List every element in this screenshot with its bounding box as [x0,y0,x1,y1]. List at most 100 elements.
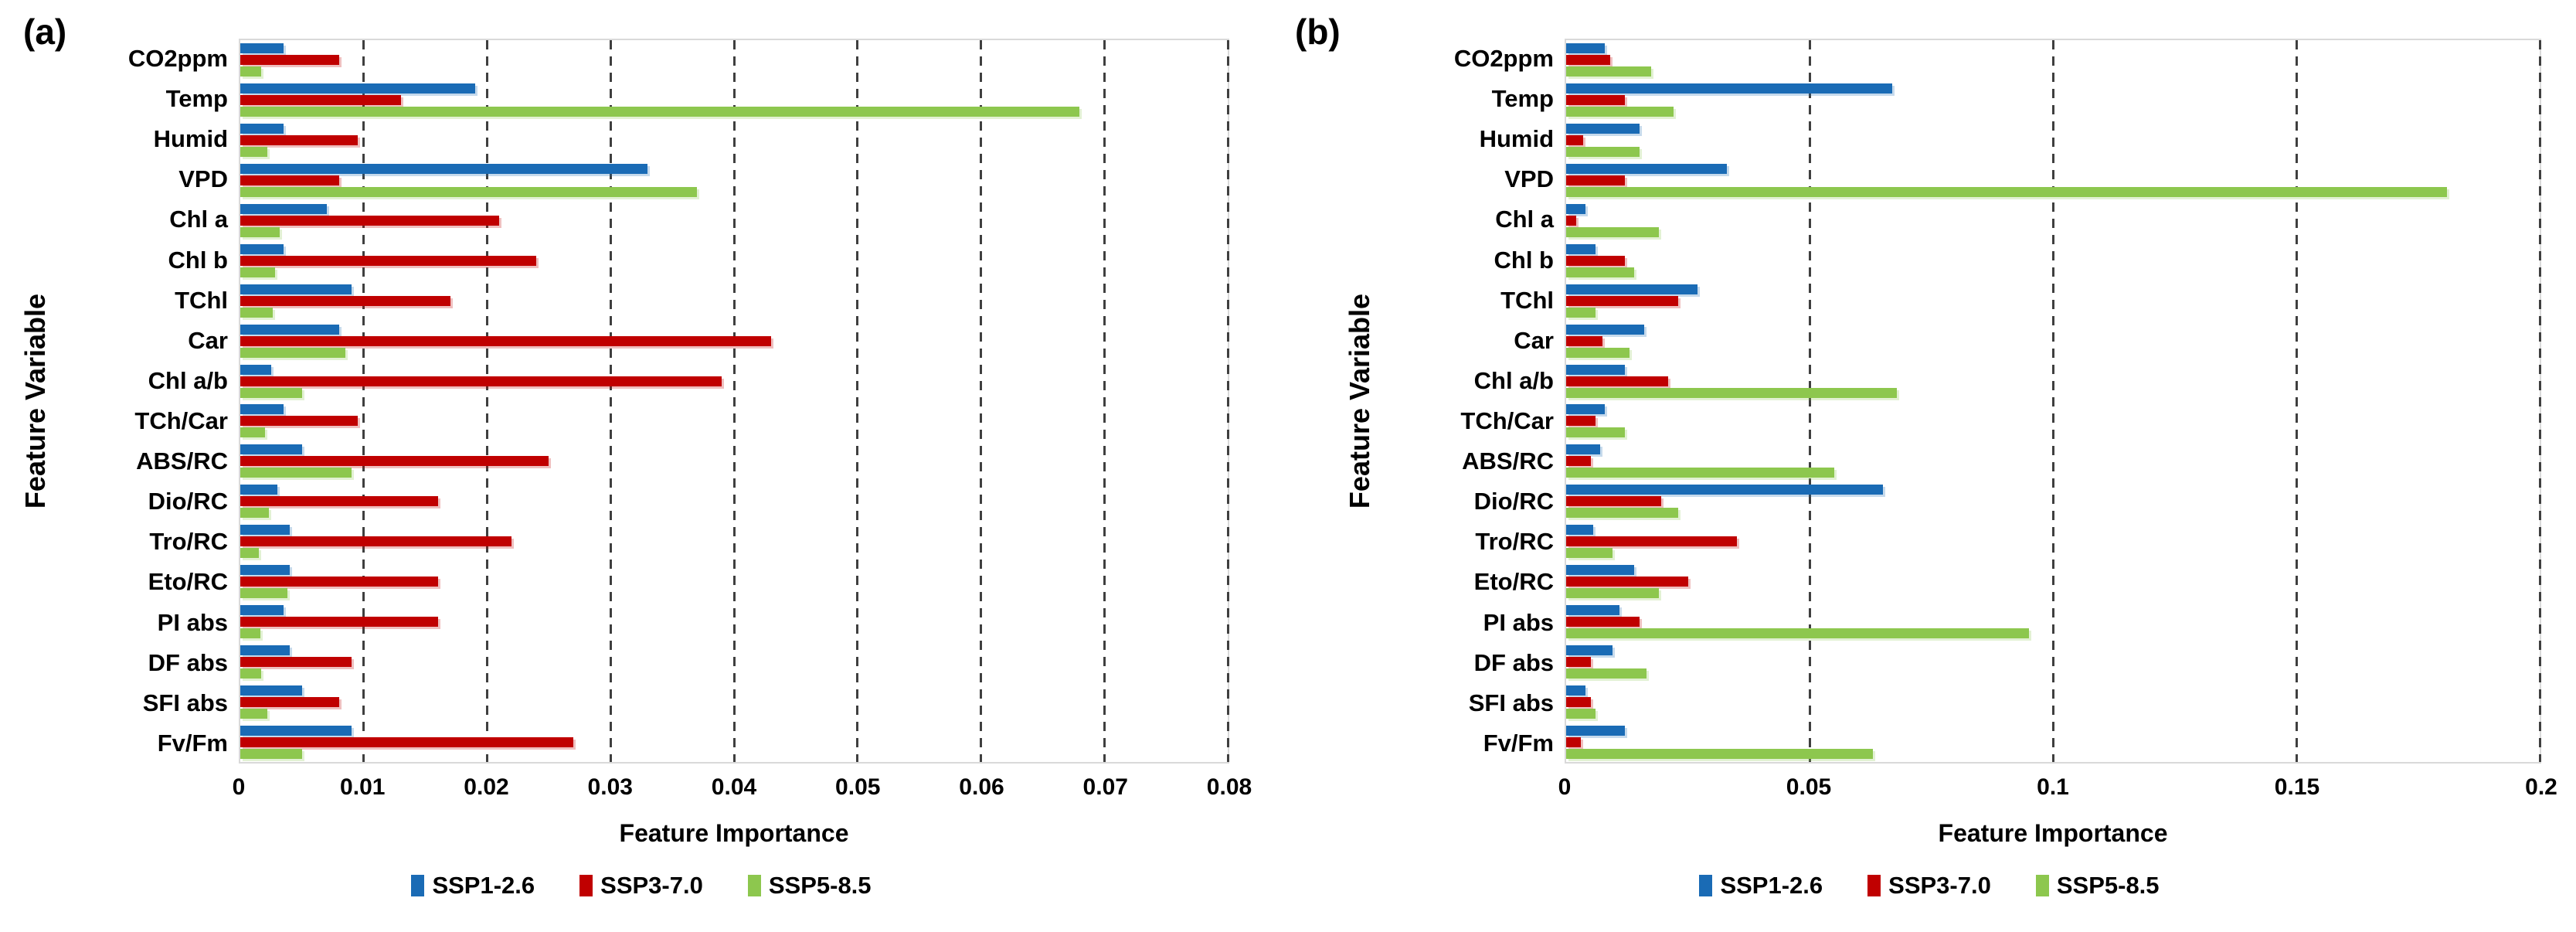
legend-swatch-icon [579,875,593,896]
category-label-TCh/Car: TCh/Car [1460,407,1554,435]
bar-SSP3-7.0 [1566,496,1661,507]
bar-SSP1-2.6 [240,164,648,175]
category-label-TChl: TChl [1500,286,1554,314]
bar-SSP1-2.6 [1566,124,1640,134]
bar-SSP5-8.5 [240,628,260,638]
bar-SSP3-7.0 [1566,376,1669,386]
bar-SSP1-2.6 [1566,364,1625,375]
legend-label: SSP1-2.6 [432,872,535,899]
bar-SSP1-2.6 [1566,83,1893,94]
bar-SSP3-7.0 [240,536,512,547]
category-label-Eto/RC: Eto/RC [148,568,228,596]
bar-SSP1-2.6 [1566,645,1613,655]
bar-SSP1-2.6 [1566,685,1586,696]
bar-SSP5-8.5 [240,668,262,679]
bar-SSP1-2.6 [240,444,302,455]
bar-SSP3-7.0 [240,656,352,667]
bar-SSP5-8.5 [240,548,259,559]
category-label-Dio/RC: Dio/RC [148,488,228,515]
panel-b-label: (b) [1295,12,1341,52]
bar-group-CO2ppm [240,40,1228,80]
bar-group-Fv/Fm [240,722,1228,762]
bar-group-TCh/Car [1566,401,2540,441]
bar-SSP3-7.0 [240,135,358,146]
bar-SSP3-7.0 [240,696,339,707]
category-label-Chl a/b: Chl a/b [148,366,228,394]
bar-group-VPD [240,161,1228,201]
bar-group-VPD [1566,161,2540,201]
bar-SSP1-2.6 [240,43,284,54]
category-label-TCh/Car: TCh/Car [134,407,228,435]
bar-SSP3-7.0 [1566,295,1678,306]
bar-SSP3-7.0 [1566,175,1625,186]
bar-SSP1-2.6 [1566,324,1644,335]
bar-SSP3-7.0 [240,616,438,627]
x-tick-label: 0.04 [711,774,757,800]
bar-SSP1-2.6 [240,565,290,576]
bar-SSP5-8.5 [1566,668,1647,679]
bar-SSP1-2.6 [240,364,271,375]
bar-SSP3-7.0 [240,416,358,427]
bar-SSP3-7.0 [240,255,537,266]
bar-group-SFI abs [240,682,1228,722]
bar-group-DF abs [240,641,1228,682]
bar-SSP5-8.5 [1566,468,1834,478]
panel-a-legend: SSP1-2.6 SSP3-7.0 SSP5-8.5 [0,872,1283,900]
panel-b-plot-area [1565,39,2541,764]
category-label-Humid: Humid [1479,125,1554,153]
legend-swatch-icon [411,875,425,896]
category-label-TChl: TChl [175,286,228,314]
gridline [856,40,859,762]
gridline [980,40,982,762]
x-tick-label: 0.03 [587,774,633,800]
category-label-SFI abs: SFI abs [1468,689,1554,716]
bar-SSP1-2.6 [240,284,352,294]
category-label-Chl a: Chl a [169,206,228,233]
category-label-Tro/RC: Tro/RC [1475,528,1554,556]
bar-group-Dio/RC [240,481,1228,522]
gridline [732,40,736,762]
bar-group-Eto/RC [240,562,1228,602]
bar-SSP5-8.5 [1566,347,1630,358]
legend-item-SSP1-2.6: SSP1-2.6 [1699,872,1823,900]
bar-SSP1-2.6 [240,685,302,696]
bar-SSP5-8.5 [1566,187,2448,198]
bar-SSP1-2.6 [1566,204,1586,214]
category-label-Dio/RC: Dio/RC [1473,488,1554,515]
bar-SSP5-8.5 [1566,548,1613,559]
category-label-VPD: VPD [1504,165,1554,193]
bar-group-Dio/RC [1566,481,2540,522]
bar-SSP3-7.0 [1566,616,1640,627]
category-label-Humid: Humid [153,125,228,153]
bar-SSP3-7.0 [1566,335,1603,346]
legend-label: SSP5-8.5 [768,872,872,899]
bar-SSP3-7.0 [240,335,771,346]
gridline [1103,40,1106,762]
bar-SSP3-7.0 [1566,656,1591,667]
bar-SSP5-8.5 [1566,508,1678,519]
bar-SSP3-7.0 [240,295,450,306]
bar-SSP1-2.6 [240,404,284,415]
bar-SSP1-2.6 [240,124,284,134]
legend-label: SSP5-8.5 [2056,872,2160,899]
legend-label: SSP3-7.0 [600,872,703,899]
bar-group-Chl a [1566,201,2540,241]
bar-SSP5-8.5 [1566,588,1659,599]
bar-group-ABS/RC [1566,441,2540,481]
category-label-DF abs: DF abs [1473,648,1554,676]
bar-SSP5-8.5 [240,147,268,158]
gridline [609,40,612,762]
x-tick-label: 0.1 [2037,774,2069,800]
bar-SSP3-7.0 [1566,696,1591,707]
bar-SSP3-7.0 [240,496,438,507]
bar-SSP1-2.6 [1566,284,1698,294]
bar-SSP3-7.0 [240,216,500,226]
category-label-ABS/RC: ABS/RC [136,447,228,475]
panel-b-x-axis-title: Feature Importance [1938,819,2168,847]
bar-group-TCh/Car [240,401,1228,441]
bar-group-Chl b [1566,240,2540,281]
category-label-Chl b: Chl b [168,246,229,274]
bar-group-Tro/RC [240,522,1228,562]
bar-SSP1-2.6 [1566,525,1593,536]
bar-SSP1-2.6 [240,604,284,615]
